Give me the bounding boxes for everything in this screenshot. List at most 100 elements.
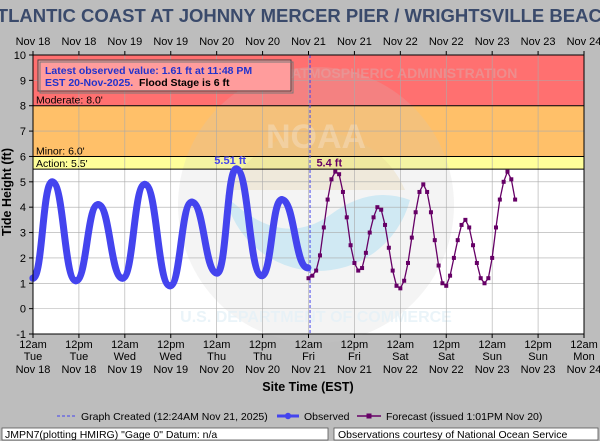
top-date-label: Nov 23 <box>521 36 556 48</box>
info-box: Latest observed value: 1.61 ft at 11:48 … <box>37 59 294 94</box>
forecast-point <box>490 255 495 260</box>
y-tick-label: 10 <box>14 50 26 62</box>
y-tick-label: 6 <box>20 151 26 163</box>
forecast-point <box>317 253 322 258</box>
forecast-point <box>306 276 311 281</box>
forecast-point <box>436 263 441 268</box>
bottom-date-label: Nov 19 <box>107 364 142 376</box>
bottom-time-label: 12am <box>295 339 323 351</box>
forecast-point <box>513 197 518 202</box>
bottom-day-label: Wed <box>160 351 182 363</box>
y-tick-label: 3 <box>20 228 26 240</box>
forecast-point <box>348 243 353 248</box>
forecast-point <box>451 255 456 260</box>
forecast-point <box>425 189 430 194</box>
forecast-point <box>321 225 326 230</box>
forecast-point <box>333 169 338 174</box>
bottom-time-label: 12am <box>111 339 139 351</box>
y-axis-title: Tide Height (ft) <box>0 148 14 236</box>
observed-point <box>166 282 174 290</box>
bottom-date-label: Nov 20 <box>245 364 280 376</box>
info-latest-value: Latest observed value: 1.61 ft at 11:48 … <box>45 65 252 77</box>
y-tick-label: 2 <box>20 253 26 265</box>
top-date-label: Nov 18 <box>61 36 96 48</box>
forecast-point <box>409 235 414 240</box>
observed-point <box>278 195 286 204</box>
bottom-day-label: Thu <box>207 351 226 363</box>
y-tick-label: 9 <box>20 75 26 87</box>
forecast-point <box>329 177 334 182</box>
forecast-point <box>390 268 395 273</box>
bottom-time-label: 12pm <box>65 339 93 351</box>
forecast-point <box>367 230 372 235</box>
peak-label-forecast: 5.4 ft <box>316 158 342 170</box>
top-date-label: Nov 19 <box>153 36 188 48</box>
forecast-point <box>455 238 460 243</box>
y-tick-label: 7 <box>20 126 26 138</box>
top-date-label: Nov 21 <box>337 36 372 48</box>
top-date-label: Nov 20 <box>199 36 234 48</box>
forecast-point <box>363 250 368 255</box>
top-date-label: Nov 20 <box>245 36 280 48</box>
legend: Graph Created (12:24AM Nov 21, 2025) Obs… <box>57 411 542 423</box>
forecast-point <box>417 189 422 194</box>
forecast-point <box>413 210 418 215</box>
forecast-point <box>432 238 437 243</box>
forecast-point <box>471 243 476 248</box>
bottom-date-label: Nov 24 <box>567 364 600 376</box>
bottom-time-label: 12pm <box>157 339 185 351</box>
observed-point <box>72 277 80 285</box>
observed-point <box>188 198 196 206</box>
info-date-line: EST 20-Nov-2025. Flood Stage is 6 ft <box>45 77 230 89</box>
y-tick-label: 0 <box>20 304 26 316</box>
forecast-point <box>482 281 487 286</box>
y-tick-label: 8 <box>20 101 26 113</box>
forecast-point <box>501 179 506 184</box>
bottom-time-label: 12am <box>19 339 47 351</box>
series-layer <box>29 165 518 291</box>
bottom-date-label: Nov 22 <box>429 364 464 376</box>
forecast-point <box>310 273 315 278</box>
forecast-point <box>394 283 399 288</box>
legend-observed: Observed <box>304 411 350 423</box>
forecast-point <box>337 172 342 177</box>
top-date-label: Nov 24 <box>567 36 600 48</box>
bottom-day-label: Thu <box>253 351 272 363</box>
observed-point <box>141 180 149 188</box>
bottom-time-label: 12pm <box>524 339 552 351</box>
threshold-label-minor: Minor: 6.0' <box>36 145 85 157</box>
footer-right: Observations courtesy of National Ocean … <box>338 429 568 441</box>
observed-point <box>258 272 266 280</box>
y-tick-label: 4 <box>20 202 26 214</box>
noaa-ring-bottom-text: U.S. DEPARTMENT OF COMMERCE <box>180 309 452 326</box>
forecast-point <box>486 276 491 281</box>
forecast-point <box>360 266 365 271</box>
observed-point <box>48 178 56 186</box>
forecast-point <box>459 222 464 227</box>
forecast-point <box>448 273 453 278</box>
bottom-time-label: 12am <box>203 339 231 351</box>
forecast-point <box>463 217 468 222</box>
forecast-point <box>497 197 502 202</box>
bottom-time-label: 12am <box>387 339 415 351</box>
top-date-label: Nov 19 <box>107 36 142 48</box>
forecast-point <box>325 197 330 202</box>
forecast-point <box>356 268 361 273</box>
observed-point <box>118 274 127 282</box>
x-axis-title: Site Time (EST) <box>262 380 353 394</box>
top-date-label: Nov 22 <box>383 36 418 48</box>
bottom-date-label: Nov 18 <box>61 364 96 376</box>
forecast-point <box>509 177 514 182</box>
forecast-point <box>402 278 407 283</box>
bottom-day-label: Mon <box>573 351 594 363</box>
bottom-day-label: Sun <box>482 351 502 363</box>
y-tick-label: 5 <box>20 177 26 189</box>
forecast-point <box>383 222 388 227</box>
forecast-point <box>344 215 349 220</box>
forecast-point <box>505 169 510 174</box>
bottom-day-label: Tue <box>24 351 43 363</box>
forecast-point <box>421 182 426 187</box>
forecast-point <box>474 260 479 265</box>
